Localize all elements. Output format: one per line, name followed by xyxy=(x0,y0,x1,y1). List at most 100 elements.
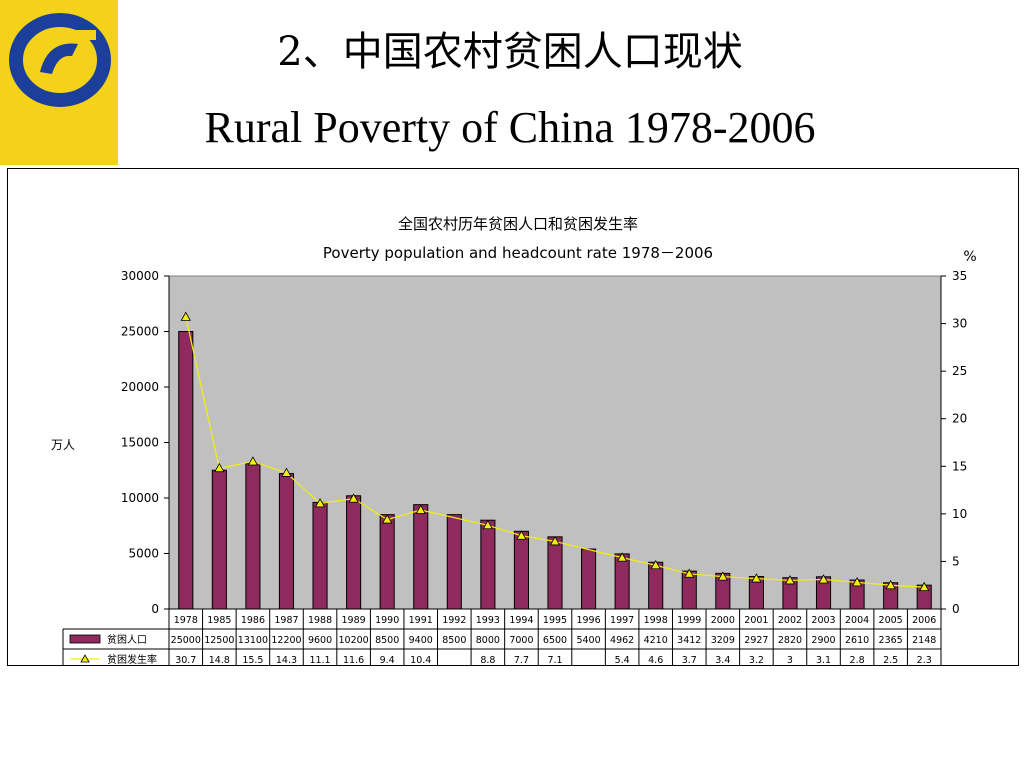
category-label: 1995 xyxy=(543,615,567,626)
right-tick-label: 0 xyxy=(952,602,960,616)
rate-data-label: 2.5 xyxy=(883,655,898,665)
logo-icon xyxy=(9,13,111,107)
rate-data-label: 2.8 xyxy=(850,655,865,665)
bar xyxy=(211,469,227,610)
bar-data-label: 9600 xyxy=(308,635,332,646)
rate-marker xyxy=(885,579,896,590)
bar-data-label: 5400 xyxy=(576,635,600,646)
category-label: 1996 xyxy=(576,615,600,626)
bar-data-label: 4210 xyxy=(644,635,668,646)
right-tick-label: 10 xyxy=(952,507,967,521)
category-label: 1989 xyxy=(342,615,366,626)
left-tick-label: 20000 xyxy=(121,380,159,394)
bar-data-label: 4962 xyxy=(610,635,634,646)
bar-data-label: 9400 xyxy=(409,635,433,646)
bar-data-label: 3412 xyxy=(677,635,701,646)
slide-subtitle: Rural Poverty of China 1978-2006 xyxy=(204,103,816,152)
legend-line-marker xyxy=(80,654,90,663)
legend-bar-label: 贫困人口 xyxy=(107,633,147,646)
rate-marker xyxy=(314,498,326,508)
bar xyxy=(178,331,194,610)
rate-marker xyxy=(616,552,628,562)
left-tick-label: 30000 xyxy=(121,269,159,283)
category-label: 1987 xyxy=(274,615,298,626)
category-label: 2002 xyxy=(778,615,802,626)
bar-data-label: 6500 xyxy=(543,635,567,646)
category-label: 2005 xyxy=(879,615,903,626)
legend-line-label: 贫困发生率 xyxy=(107,653,157,665)
rate-marker xyxy=(281,467,292,477)
rate-marker xyxy=(684,568,695,578)
legend-bar-swatch xyxy=(69,634,101,644)
right-tick-label: 35 xyxy=(952,269,967,283)
rate-marker xyxy=(919,581,930,592)
bar-data-label: 3209 xyxy=(711,635,735,646)
rate-data-label: 9.4 xyxy=(380,655,395,665)
category-label: 1998 xyxy=(644,615,668,626)
poverty-chart: 全国农村历年贫困人口和贫困发生率 Poverty population and … xyxy=(51,215,977,670)
rate-data-label: 4.6 xyxy=(648,655,663,665)
rate-data-label: 14.3 xyxy=(276,655,297,665)
rate-data-label: 3.7 xyxy=(682,655,697,665)
rate-data-label: 7.7 xyxy=(514,655,529,665)
rate-data-label: 30.7 xyxy=(175,655,196,665)
right-tick-label: 5 xyxy=(952,554,960,568)
bar-data-label: 13100 xyxy=(238,635,268,646)
rate-marker xyxy=(214,462,225,473)
category-label: 1994 xyxy=(509,615,533,626)
bar xyxy=(648,561,664,610)
rate-data-label: 2.3 xyxy=(917,655,932,665)
bar-data-label: 12500 xyxy=(204,635,234,646)
category-label: 1986 xyxy=(241,615,265,626)
rate-data-label: 3.2 xyxy=(749,655,764,665)
category-label: 1993 xyxy=(476,615,500,626)
rate-data-label: 5.4 xyxy=(615,655,630,665)
left-tick-label: 25000 xyxy=(121,325,159,339)
rate-marker xyxy=(549,536,561,546)
category-label: 2006 xyxy=(912,615,936,626)
rate-marker xyxy=(482,519,494,530)
bar xyxy=(446,514,462,610)
right-axis-label: % xyxy=(963,249,976,265)
bar-data-label: 10200 xyxy=(338,635,368,646)
rate-data-label: 3 xyxy=(787,655,793,665)
rate-marker xyxy=(247,456,259,466)
rate-marker xyxy=(348,493,359,503)
rate-data-label: 3.1 xyxy=(816,655,831,665)
left-axis-label: 万人 xyxy=(51,438,75,452)
bar-data-label: 2820 xyxy=(778,635,802,646)
rate-data-label: 14.8 xyxy=(209,655,230,665)
category-label: 2003 xyxy=(811,615,835,626)
chart-subtitle: Poverty population and headcount rate 19… xyxy=(323,244,713,262)
rate-marker xyxy=(717,571,729,581)
right-tick-label: 30 xyxy=(952,317,967,331)
rate-marker xyxy=(784,575,796,585)
slide-title: 2、中国农村贫困人口现状 xyxy=(277,29,743,75)
category-label: 2004 xyxy=(845,615,869,626)
bar-data-label: 25000 xyxy=(171,635,201,646)
rate-data-label: 10.4 xyxy=(410,655,431,665)
bar-data-label: 2365 xyxy=(879,635,903,646)
rate-data-label: 7.1 xyxy=(547,655,562,665)
bar xyxy=(581,548,597,610)
bar xyxy=(513,530,529,610)
rate-marker xyxy=(751,573,762,583)
category-label: 1985 xyxy=(207,615,231,626)
rate-marker xyxy=(180,311,191,321)
bar-data-label: 8000 xyxy=(476,635,500,646)
bar-data-label: 2610 xyxy=(845,635,869,646)
rate-data-label: 8.8 xyxy=(480,655,495,665)
rate-data-label: 11.6 xyxy=(343,655,364,665)
bar-data-label: 8500 xyxy=(375,635,399,646)
right-tick-label: 20 xyxy=(952,412,967,426)
bar xyxy=(547,536,563,610)
bar-data-label: 2148 xyxy=(912,635,936,646)
category-label: 1990 xyxy=(375,615,399,626)
bar-data-label: 2900 xyxy=(811,635,835,646)
bar xyxy=(614,553,630,610)
bar xyxy=(413,504,429,610)
category-label: 1988 xyxy=(308,615,332,626)
left-tick-label: 15000 xyxy=(121,436,159,450)
bar-data-label: 7000 xyxy=(509,635,533,646)
rate-marker xyxy=(650,559,661,570)
